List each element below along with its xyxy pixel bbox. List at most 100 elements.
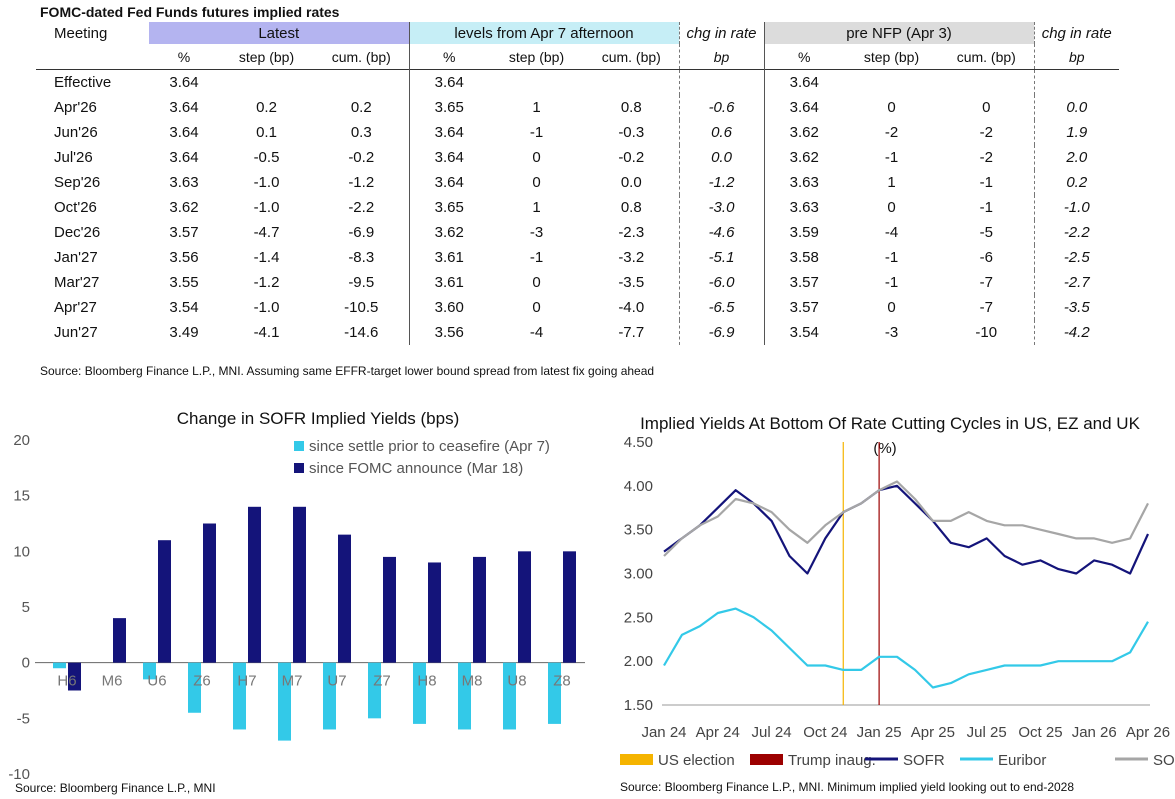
- value-cell: -4: [529, 324, 544, 341]
- value-cell: 3.61: [434, 249, 464, 266]
- value-cell: 3.64: [149, 69, 219, 95]
- bar-x-label: Z6: [193, 673, 211, 690]
- bar-x-label: M8: [462, 673, 483, 690]
- value-cell: -2.5: [1063, 249, 1090, 266]
- line-chart-source: Source: Bloomberg Finance L.P., MNI. Min…: [620, 780, 1074, 794]
- series-line: [663, 480, 1149, 557]
- bar-y-tick: 10: [13, 543, 30, 560]
- bar: [143, 662, 156, 680]
- sub-header-row: % step (bp) cum. (bp)% step (bp) cum. (bp) bp…: [36, 44, 1119, 70]
- value-cell: [584, 69, 680, 95]
- value-cell: -1: [884, 274, 899, 291]
- value-cell: 3.65: [434, 99, 464, 116]
- value-cell: -3.5: [1063, 299, 1090, 316]
- value-cell: 3.54: [169, 299, 199, 316]
- value-cell: 3.56: [434, 324, 464, 341]
- series-line: [663, 484, 1150, 575]
- value-cell: 0.2: [314, 95, 410, 120]
- line-y-tick: 3.50: [624, 522, 653, 539]
- line-x-tick: Jul 25: [967, 724, 1007, 741]
- sofr-bar-chart: Change in SOFR Implied Yields (bps) 20 15…: [8, 409, 585, 795]
- table-row: Jun'26 3.64 0.1 0.3 3.64 -1 -0.3 0.6 3.62 -2 -2 1.9: [36, 120, 1119, 145]
- series-line: [663, 607, 1149, 689]
- meeting-cell: Dec'26: [54, 224, 101, 241]
- table-row: Jun'27 3.49 -4.1 -14.6 3.56 -4 -7.7 -6.9 3.54 -3 -…: [36, 320, 1119, 345]
- value-cell: -6: [939, 245, 1035, 270]
- table-source: Source: Bloomberg Finance L.P., MNI. Ass…: [40, 364, 655, 378]
- line-x-tick: Jul 24: [752, 724, 792, 741]
- value-cell: 0: [887, 299, 896, 316]
- value-cell: -9.5: [314, 270, 410, 295]
- value-cell: 3.58: [789, 249, 819, 266]
- value-cell: -0.3: [584, 120, 680, 145]
- value-cell: 3.54: [789, 324, 819, 341]
- value-cell: 3.64: [169, 99, 199, 116]
- value-cell: 3.56: [169, 249, 199, 266]
- sub-header-cell: bp: [679, 44, 765, 70]
- value-cell: 0.6: [679, 120, 765, 145]
- header-levels: levels from Apr 7 afternoon: [409, 22, 680, 44]
- value-cell: 0: [532, 174, 541, 191]
- line-x-tick: Apr 26: [1126, 724, 1170, 741]
- meeting-cell: Apr'26: [54, 99, 97, 116]
- meeting-cell: Jul'26: [54, 149, 93, 166]
- bar-x-label: Z7: [373, 673, 391, 690]
- meeting-cell: Sep'26: [54, 174, 101, 191]
- value-cell: -1.0: [253, 174, 280, 191]
- value-cell: 0: [532, 274, 541, 291]
- header-latest: Latest: [149, 22, 410, 44]
- value-cell: -2.2: [314, 195, 410, 220]
- line-y-tick: 2.00: [624, 653, 653, 670]
- value-cell: -1: [884, 149, 899, 166]
- value-cell: 1.9: [1066, 124, 1088, 141]
- bar-y-tick: 5: [22, 599, 30, 616]
- bar-y-tick: 20: [13, 432, 30, 449]
- value-cell: -1.2: [253, 274, 280, 291]
- bar: [338, 534, 351, 663]
- value-cell: -8.3: [314, 245, 410, 270]
- header-chg-rate-2: chg in rate: [1041, 24, 1112, 42]
- value-cell: 0: [939, 95, 1035, 120]
- value-cell: -3: [529, 224, 544, 241]
- meeting-cell: Oct'26: [54, 199, 97, 216]
- line-x-tick: Oct 25: [1018, 724, 1062, 741]
- bar: [413, 662, 426, 724]
- legend-label: Euribor: [998, 752, 1046, 769]
- bar: [53, 662, 66, 669]
- value-cell: [489, 69, 584, 95]
- value-cell: 0.2: [256, 99, 277, 116]
- header-meeting: Meeting: [54, 24, 108, 42]
- sub-header-cell: step (bp): [508, 48, 565, 65]
- bar: [473, 556, 486, 663]
- value-cell: 0: [887, 199, 896, 216]
- value-cell: -4.6: [679, 220, 765, 245]
- value-cell: 3.63: [169, 174, 199, 191]
- value-cell: -6.9: [314, 220, 410, 245]
- value-cell: [1034, 69, 1119, 95]
- value-cell: -4.1: [253, 324, 280, 341]
- value-cell: 2.0: [1066, 149, 1088, 166]
- bar-x-label: H6: [57, 673, 76, 690]
- value-cell: 0.0: [584, 170, 680, 195]
- value-cell: 0.2: [1066, 174, 1088, 191]
- value-cell: -1: [884, 249, 899, 266]
- bar-x-label: H8: [417, 673, 436, 690]
- value-cell: -3.2: [584, 245, 680, 270]
- bar: [428, 562, 441, 663]
- value-cell: 3.63: [789, 199, 819, 216]
- value-cell: -6.5: [679, 295, 765, 320]
- value-cell: -1: [529, 124, 544, 141]
- bar: [548, 662, 561, 724]
- value-cell: -3.5: [584, 270, 680, 295]
- legend-swatch: [294, 463, 304, 473]
- value-cell: 3.62: [434, 224, 464, 241]
- bar: [68, 662, 81, 691]
- value-cell: 3.55: [169, 274, 199, 291]
- table-title: FOMC-dated Fed Funds futures implied rat…: [40, 4, 340, 20]
- bar-x-label: M7: [282, 673, 303, 690]
- value-cell: 3.62: [789, 124, 819, 141]
- value-cell: -3: [884, 324, 899, 341]
- sub-header-cell: %: [177, 48, 191, 65]
- value-cell: 0.8: [584, 95, 680, 120]
- table-row: Apr'27 3.54 -1.0 -10.5 3.60 0 -4.0 -6.5 3.57 0 -7 -…: [36, 295, 1119, 320]
